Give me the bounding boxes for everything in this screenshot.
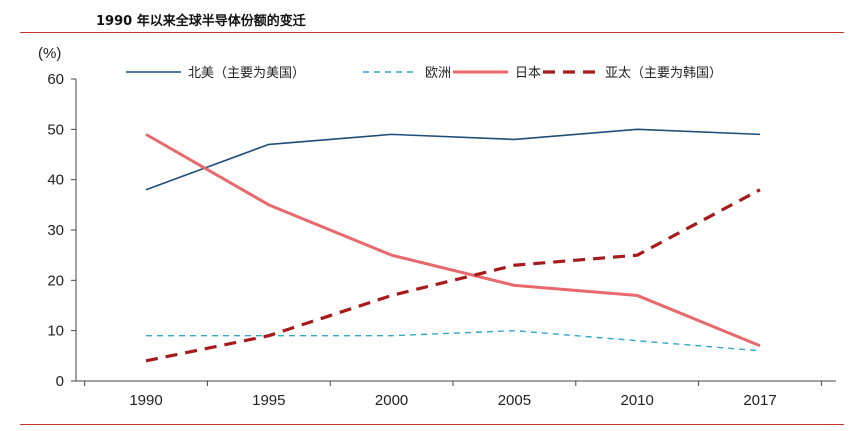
chart-title: 1990 年以来全球半导体份额的变迁 [96,14,306,29]
series-line-0 [145,128,761,191]
x-tick-label: 1995 [252,392,285,409]
top-divider [20,32,844,33]
series-line-3 [145,188,761,363]
y-tick-label: 40 [47,172,64,189]
legend-label-1: 欧洲 [425,66,451,81]
y-tick-label: 50 [47,121,64,138]
x-tick-label: 2010 [621,392,654,409]
legend-label-0: 北美（主要为美国） [188,66,305,81]
legend-label-3: 亚太（主要为韩国） [605,66,722,81]
series-line-1 [146,329,761,352]
legend-label-2: 日本 [515,66,541,81]
x-tick-label: 2000 [375,392,408,409]
y-tick-label: 10 [47,323,64,340]
y-tick-label: 30 [47,222,64,239]
x-tick-label: 2005 [498,392,531,409]
y-axis-unit-label: (%) [38,45,61,62]
y-tick-label: 0 [56,373,64,390]
series-line-2 [145,133,761,348]
bottom-divider [20,424,844,425]
y-tick-label: 20 [47,272,64,289]
y-tick-label: 60 [47,71,64,88]
x-tick-label: 2017 [743,392,776,409]
x-tick-label: 1990 [129,392,162,409]
